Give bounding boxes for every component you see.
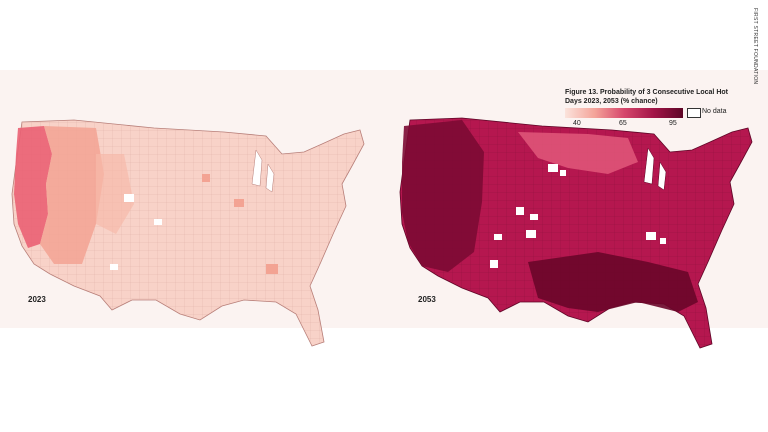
figure-title: Figure 13. Probability of 3 Consecutive … — [565, 89, 728, 105]
western-elevated-zone — [40, 126, 104, 264]
no-data-swatch — [687, 108, 701, 118]
map-2053 — [398, 112, 758, 357]
year-label-2023: 2023 — [28, 295, 46, 304]
no-data-label: No data — [702, 108, 727, 115]
legend-tick-95: 95 — [669, 120, 677, 127]
year-label-2053: 2053 — [418, 295, 436, 304]
west-darkest-zone — [402, 120, 484, 272]
color-legend: No data 40 65 95 — [565, 108, 740, 130]
south-darkest-zone — [528, 252, 698, 312]
west-coast-hotspot — [14, 126, 52, 248]
northern-plains-lighter-zone — [518, 132, 638, 174]
legend-tick-65: 65 — [619, 120, 627, 127]
map-2023 — [4, 114, 374, 354]
source-credit: FIRST STREET FOUNDATION — [752, 8, 758, 85]
legend-gradient-bar — [565, 108, 683, 118]
legend-tick-40: 40 — [573, 120, 581, 127]
